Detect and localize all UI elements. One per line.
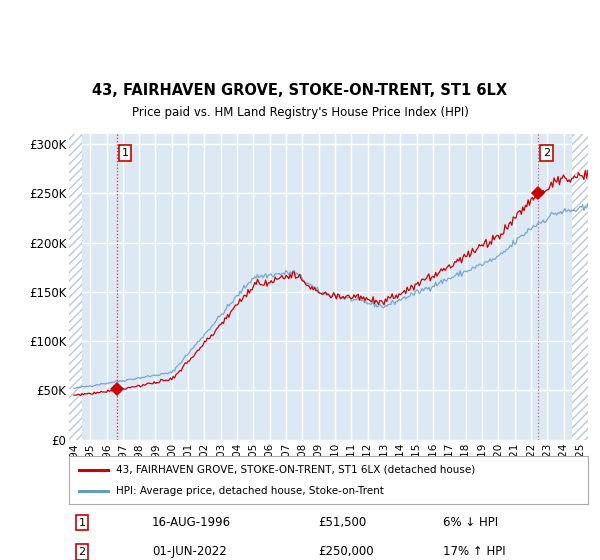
Text: Price paid vs. HM Land Registry's House Price Index (HPI): Price paid vs. HM Land Registry's House …	[131, 106, 469, 119]
Text: £250,000: £250,000	[318, 545, 374, 558]
Text: 43, FAIRHAVEN GROVE, STOKE-ON-TRENT, ST1 6LX: 43, FAIRHAVEN GROVE, STOKE-ON-TRENT, ST1…	[92, 83, 508, 98]
Text: 16-AUG-1996: 16-AUG-1996	[152, 516, 231, 529]
Text: 2: 2	[542, 148, 550, 158]
Text: £51,500: £51,500	[318, 516, 367, 529]
Text: 17% ↑ HPI: 17% ↑ HPI	[443, 545, 505, 558]
Text: 6% ↓ HPI: 6% ↓ HPI	[443, 516, 498, 529]
Text: 2: 2	[79, 547, 86, 557]
Text: 1: 1	[122, 148, 128, 158]
Text: 43, FAIRHAVEN GROVE, STOKE-ON-TRENT, ST1 6LX (detached house): 43, FAIRHAVEN GROVE, STOKE-ON-TRENT, ST1…	[116, 465, 475, 475]
Text: HPI: Average price, detached house, Stoke-on-Trent: HPI: Average price, detached house, Stok…	[116, 486, 383, 496]
Text: 01-JUN-2022: 01-JUN-2022	[152, 545, 227, 558]
Text: 1: 1	[79, 517, 85, 528]
